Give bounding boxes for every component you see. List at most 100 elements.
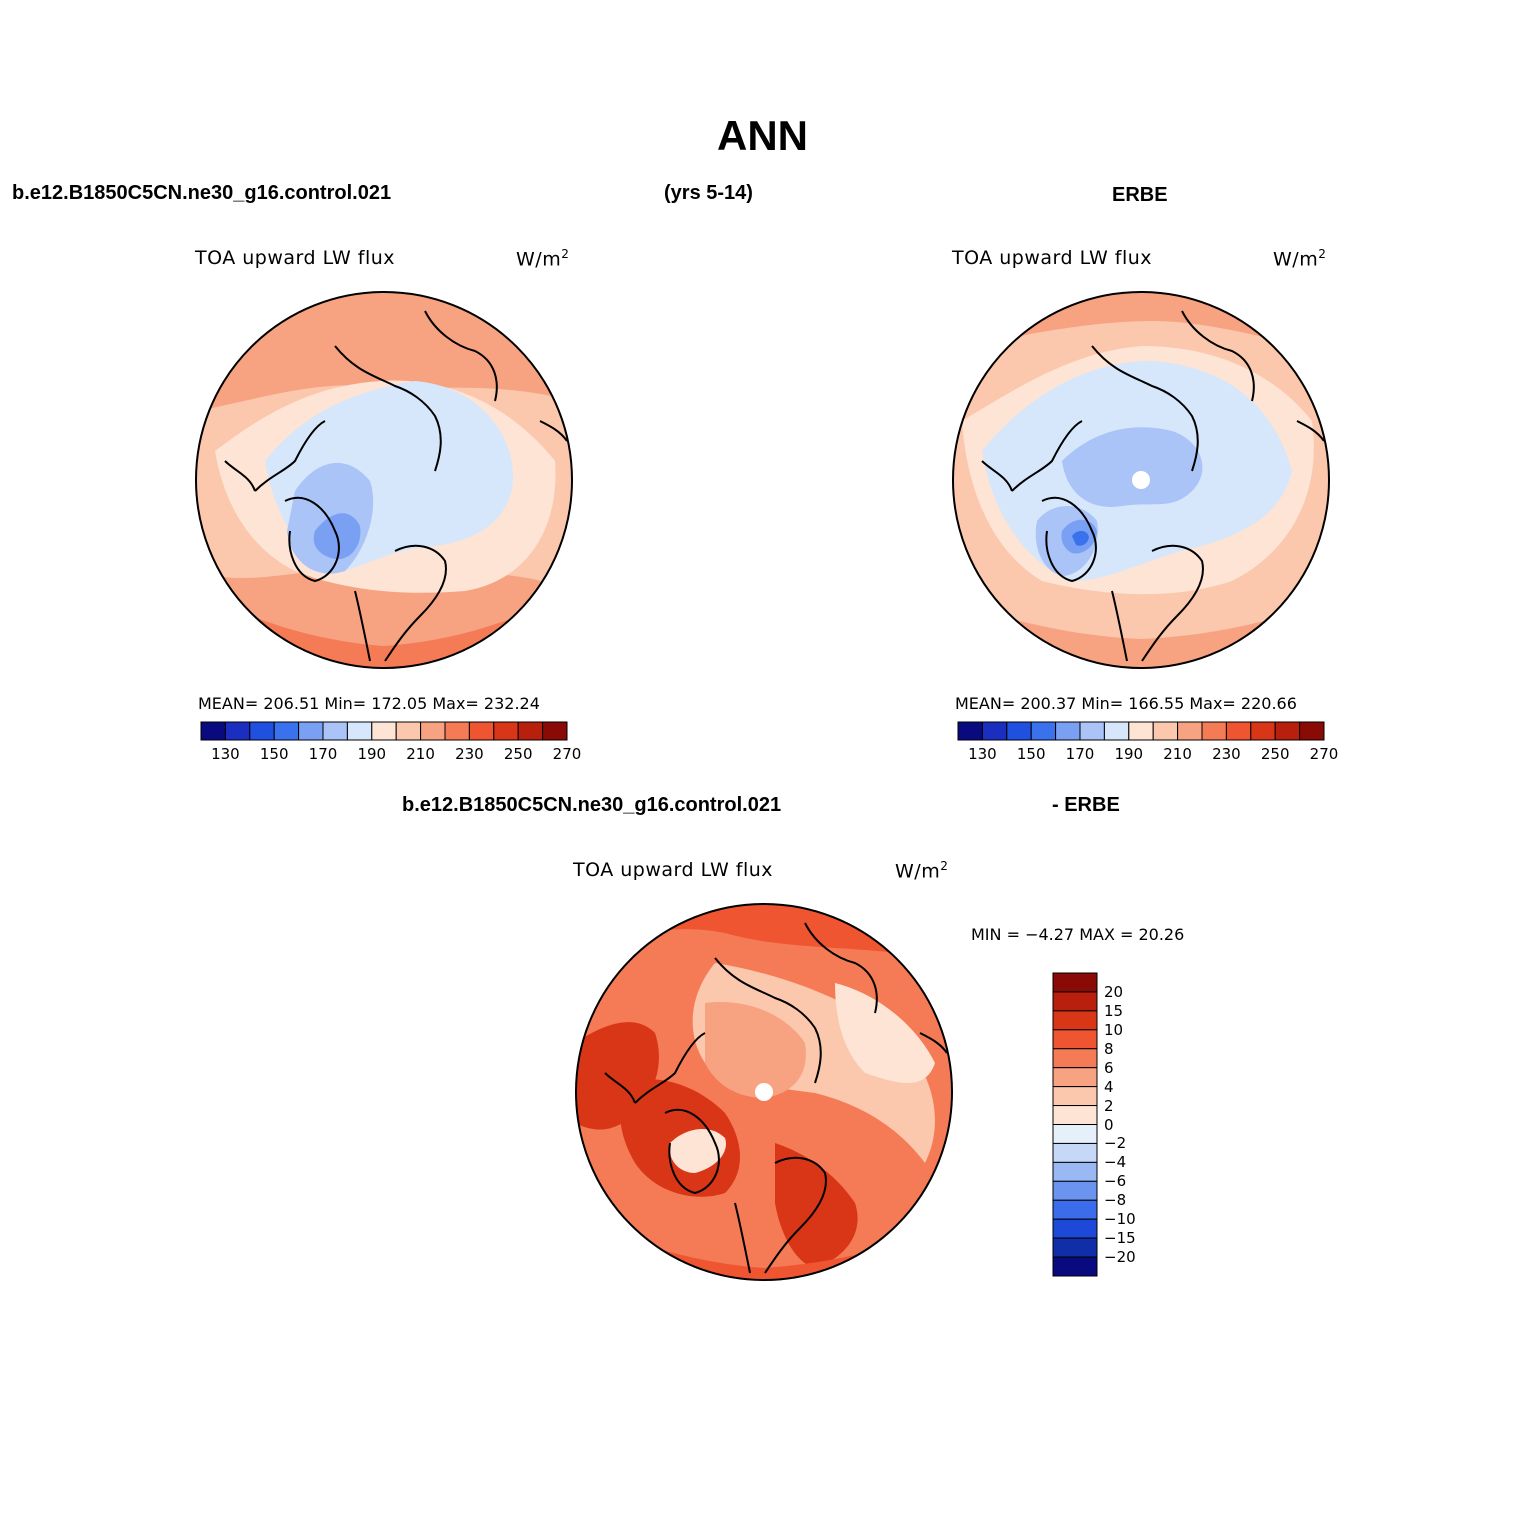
difference-colorbar-swatch-3 (1052, 1029, 1098, 1050)
difference-colorbar-tick-label: −8 (1104, 1191, 1127, 1210)
difference-colorbar-swatch-9 (1052, 1142, 1098, 1163)
years-header: (yrs 5-14) (664, 182, 753, 204)
difference-colorbar-tick-label: 20 (1104, 982, 1124, 1001)
model-colorbar-swatch-1 (224, 721, 251, 741)
obs-colorbar-swatch-2 (1006, 721, 1032, 741)
difference-colorbar-tick-label: −6 (1104, 1172, 1127, 1191)
model-colorbar-swatch-12 (493, 721, 519, 741)
model-colorbar-swatch-9 (420, 721, 446, 741)
difference-colorbar-swatch-1 (1052, 991, 1098, 1012)
model-colorbar-swatch-7 (371, 721, 397, 741)
difference-colorbar-tick-label: −20 (1104, 1248, 1136, 1267)
obs-units: W/m2 (1273, 247, 1327, 271)
obs-colorbar-tick-label: 170 (1065, 745, 1095, 763)
diff-case-header: b.e12.B1850C5CN.ne30_g16.control.021 (402, 794, 782, 816)
model-colorbar-swatch-6 (346, 721, 373, 741)
model-colorbar-tick-label: 270 (552, 745, 582, 763)
difference-colorbar-tick-label: 10 (1104, 1020, 1124, 1039)
difference-colorbar-swatch-0 (1052, 972, 1098, 993)
difference-colorbar-tick-label: −15 (1104, 1229, 1136, 1248)
model-colorbar-tick-label: 190 (357, 745, 387, 763)
model-colorbar-tick-label: 230 (455, 745, 484, 763)
diff-obs-header: - ERBE (1052, 794, 1120, 816)
model-colorbar (200, 721, 568, 741)
obs-colorbar-swatch-7 (1128, 721, 1154, 741)
model-colorbar-tick-label: 210 (406, 745, 435, 763)
difference-stats: MIN = −4.27 MAX = 20.26 (971, 925, 1185, 944)
model-colorbar-swatch-2 (249, 721, 275, 741)
difference-colorbar-swatch-8 (1052, 1124, 1098, 1144)
obs-colorbar-swatch-9 (1177, 721, 1203, 741)
difference-colorbar-swatch-4 (1052, 1048, 1098, 1069)
obs-colorbar (957, 721, 1325, 741)
obs-colorbar-tick-label: 150 (1016, 745, 1046, 763)
difference-colorbar-swatch-14 (1052, 1237, 1098, 1258)
model-colorbar-tick-label: 130 (211, 745, 240, 763)
model-colorbar-labels: 130 150 170 190 210 230 250 270 (200, 745, 581, 765)
model-polar-map (195, 291, 573, 669)
difference-colorbar-swatch-7 (1052, 1105, 1098, 1125)
difference-colorbar-swatch-6 (1052, 1086, 1098, 1107)
model-stats: MEAN= 206.51 Min= 172.05 Max= 232.24 (198, 694, 540, 713)
obs-colorbar-tick-label: 270 (1309, 745, 1339, 763)
difference-colorbar-swatch-12 (1052, 1199, 1098, 1220)
difference-colorbar-swatch-15 (1052, 1256, 1098, 1277)
difference-colorbar-swatch-13 (1052, 1218, 1098, 1239)
difference-colorbar-tick-label: 6 (1104, 1058, 1114, 1077)
difference-colorbar-tick-label: −4 (1104, 1153, 1127, 1172)
main-title: ANN (717, 112, 808, 159)
model-colorbar-swatch-14 (542, 721, 568, 741)
model-colorbar-swatch-13 (517, 721, 544, 741)
model-colorbar-tick-label: 170 (308, 745, 338, 763)
difference-colorbar-swatch-5 (1052, 1067, 1098, 1088)
obs-variable-title: TOA upward LW flux (952, 247, 1153, 269)
model-variable-title: TOA upward LW flux (195, 247, 396, 269)
model-colorbar-swatch-10 (444, 721, 470, 741)
difference-colorbar-swatch-2 (1052, 1010, 1098, 1031)
diff-variable-title: TOA upward LW flux (573, 859, 774, 881)
model-colorbar-tick-label: 150 (259, 745, 289, 763)
model-colorbar-swatch-5 (322, 721, 348, 741)
model-colorbar-swatch-8 (395, 721, 422, 741)
obs-colorbar-tick-label: 210 (1163, 745, 1192, 763)
obs-colorbar-swatch-8 (1152, 721, 1179, 741)
difference-colorbar-tick-label: 4 (1104, 1077, 1114, 1096)
model-units: W/m2 (516, 247, 570, 271)
obs-colorbar-swatch-3 (1030, 721, 1057, 741)
difference-colorbar-tick-label: −2 (1104, 1134, 1127, 1153)
obs-colorbar-swatch-13 (1274, 721, 1301, 741)
model-colorbar-swatch-3 (273, 721, 300, 741)
difference-colorbar-tick-label: 15 (1104, 1001, 1124, 1020)
obs-colorbar-swatch-4 (1055, 721, 1081, 741)
difference-colorbar-tick-label: 2 (1104, 1096, 1114, 1115)
obs-colorbar-tick-label: 130 (968, 745, 997, 763)
obs-stats: MEAN= 200.37 Min= 166.55 Max= 220.66 (955, 694, 1297, 713)
obs-colorbar-swatch-6 (1103, 721, 1130, 741)
obs-colorbar-swatch-11 (1225, 721, 1252, 741)
diff-units: W/m2 (895, 859, 949, 883)
difference-colorbar (1052, 972, 1098, 1277)
difference-polar-map (575, 903, 953, 1281)
obs-colorbar-swatch-0 (957, 721, 983, 741)
obs-colorbar-tick-label: 250 (1260, 745, 1290, 763)
difference-colorbar-tick-label: −10 (1104, 1210, 1136, 1229)
difference-colorbar-labels: 20 15 10 8 6 4 2 0 −2 −4 −6 −8 −10 −15 −20 (1104, 972, 1164, 1277)
difference-colorbar-swatch-11 (1052, 1180, 1098, 1201)
obs-colorbar-swatch-14 (1299, 721, 1325, 741)
obs-name-header: ERBE (1112, 184, 1168, 206)
difference-colorbar-tick-label: 0 (1104, 1115, 1114, 1134)
model-colorbar-tick-label: 250 (503, 745, 533, 763)
obs-polar-map (952, 291, 1330, 669)
obs-colorbar-swatch-10 (1201, 721, 1227, 741)
difference-colorbar-tick-label: 8 (1104, 1039, 1114, 1058)
obs-colorbar-swatch-5 (1079, 721, 1105, 741)
obs-colorbar-labels: 130 150 170 190 210 230 250 270 (957, 745, 1338, 765)
model-colorbar-swatch-4 (298, 721, 324, 741)
model-colorbar-swatch-0 (200, 721, 226, 741)
obs-colorbar-tick-label: 190 (1114, 745, 1144, 763)
obs-colorbar-tick-label: 230 (1212, 745, 1241, 763)
case-name-header: b.e12.B1850C5CN.ne30_g16.control.021 (12, 182, 392, 204)
difference-colorbar-swatch-10 (1052, 1161, 1098, 1182)
model-colorbar-swatch-11 (468, 721, 495, 741)
obs-colorbar-swatch-12 (1250, 721, 1276, 741)
